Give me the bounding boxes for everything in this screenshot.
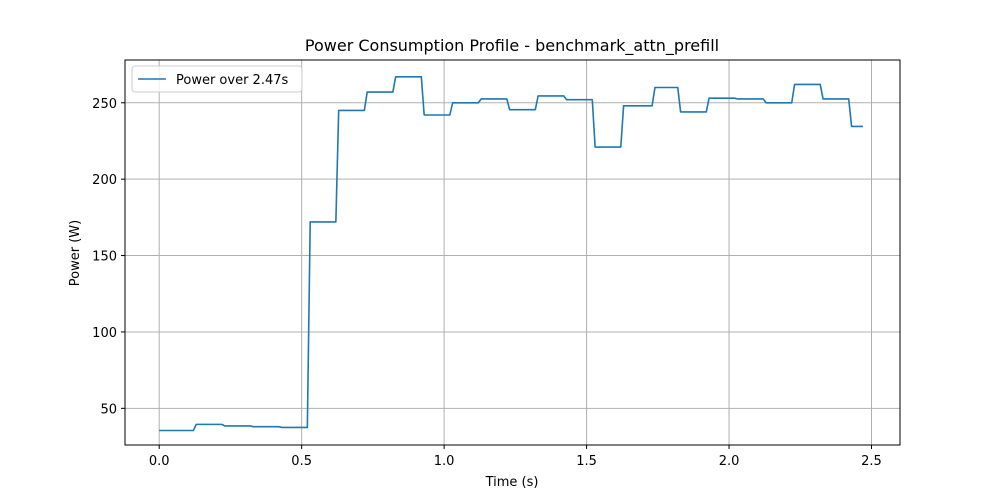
x-tick-label: 2.5 <box>861 454 882 469</box>
y-tick-label: 100 <box>92 326 117 341</box>
legend-entry-label: Power over 2.47s <box>176 73 289 88</box>
y-tick-label: 150 <box>92 250 117 265</box>
ticks: 0.0 0.5 1.0 1.5 2.0 2.5 50 100 150 200 250 <box>92 97 882 469</box>
x-tick-label: 1.0 <box>434 454 455 469</box>
y-tick-label: 250 <box>92 97 117 112</box>
x-tick-label: 0.0 <box>149 454 170 469</box>
y-axis-label: Power (W) <box>68 220 83 286</box>
chart-title: Power Consumption Profile - benchmark_at… <box>305 36 719 56</box>
series-line-power <box>159 76 863 432</box>
series-layer <box>159 76 863 432</box>
x-axis-label: Time (s) <box>485 475 539 490</box>
legend: Power over 2.47s <box>131 65 303 93</box>
y-tick-label: 200 <box>92 173 117 188</box>
plot-frame <box>124 59 901 446</box>
y-tick-label: 50 <box>100 402 117 417</box>
x-tick-label: 0.5 <box>291 454 312 469</box>
legend-box <box>131 65 303 93</box>
x-tick-label: 1.5 <box>576 454 597 469</box>
x-tick-label: 2.0 <box>719 454 740 469</box>
